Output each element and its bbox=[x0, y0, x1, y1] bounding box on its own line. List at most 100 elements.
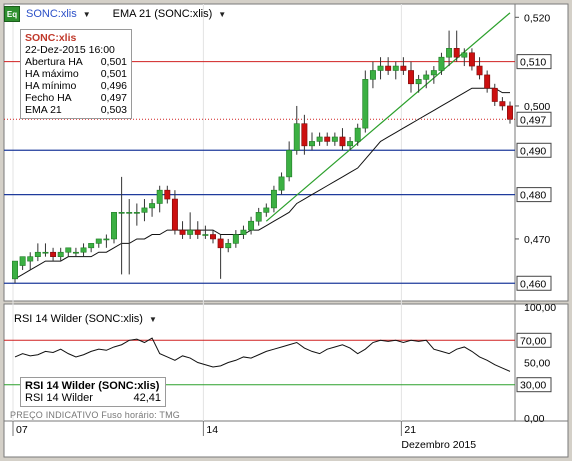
info-row: HA máximo 0,501 bbox=[25, 68, 127, 80]
candle-body bbox=[263, 207, 270, 213]
candle-body bbox=[103, 238, 110, 241]
info-row-label: Fecho HA bbox=[25, 92, 72, 104]
price-series bbox=[4, 12, 515, 284]
candle-body bbox=[369, 70, 376, 80]
candle-body bbox=[316, 136, 323, 142]
candle-body bbox=[354, 127, 361, 142]
time-axis[interactable] bbox=[3, 420, 569, 458]
info-row-value: 0,501 bbox=[100, 56, 127, 68]
candle-body bbox=[149, 203, 156, 209]
candle-body bbox=[423, 74, 430, 80]
candle-body bbox=[507, 105, 513, 120]
ema-dropdown-icon[interactable]: ▼ bbox=[218, 9, 227, 19]
chart-toolbar: Eq SONC:xlis ▼ EMA 21 (SONC:xlis) ▼ bbox=[4, 4, 226, 24]
price-boxed-label: 0,460 bbox=[520, 278, 546, 290]
axis-labels: 0,520 0,500 0,470 0,510 0,497 0,490 0,480 0,460… bbox=[12, 12, 556, 451]
equity-icon[interactable]: Eq bbox=[4, 6, 20, 22]
ema-label[interactable]: EMA 21 (SONC:xlis) bbox=[112, 8, 213, 20]
info-row-value: 0,503 bbox=[100, 104, 127, 116]
info-row-label: HA mínimo bbox=[25, 80, 77, 92]
candle-body bbox=[202, 234, 209, 236]
candle-body bbox=[156, 189, 163, 204]
info-row-value: 0,501 bbox=[100, 68, 127, 80]
rsi-box-label: RSI 14 Wilder bbox=[25, 392, 93, 404]
rsi-tick-label: 50,00 bbox=[524, 358, 550, 370]
candle-body bbox=[240, 229, 247, 235]
symbol-dropdown-icon[interactable]: ▼ bbox=[82, 9, 91, 19]
candle-body bbox=[187, 229, 194, 235]
price-boxed-marker bbox=[516, 275, 552, 291]
candle-body bbox=[446, 48, 453, 58]
candle-body bbox=[141, 207, 148, 213]
candle-body bbox=[88, 243, 95, 249]
candle-body bbox=[95, 238, 102, 244]
candle-body bbox=[400, 65, 407, 71]
candle-body bbox=[278, 176, 285, 191]
rsi-tick-label: 0,00 bbox=[524, 413, 545, 425]
candle-body bbox=[57, 251, 64, 257]
rsi-info-box: RSI 14 Wilder (SONC:xlis) RSI 14 Wilder … bbox=[20, 377, 166, 407]
rsi-dropdown-icon[interactable]: ▼ bbox=[148, 314, 157, 324]
candle-body bbox=[484, 74, 491, 89]
rsi-boxed-label: 70,00 bbox=[520, 335, 546, 347]
candle-body bbox=[339, 136, 346, 147]
time-tick-label: 14 bbox=[206, 424, 218, 436]
info-row-label: EMA 21 bbox=[25, 104, 62, 116]
candle-body bbox=[309, 141, 315, 147]
candle-body bbox=[430, 70, 437, 76]
rsi-box-title: RSI 14 Wilder (SONC:xlis) bbox=[25, 380, 160, 392]
candle-body bbox=[194, 229, 201, 235]
rsi-axis[interactable] bbox=[514, 303, 569, 422]
candle-body bbox=[255, 212, 262, 222]
candle-body bbox=[331, 136, 338, 142]
time-tick-label: 21 bbox=[404, 424, 416, 436]
candle-body bbox=[293, 123, 300, 151]
price-boxed-marker bbox=[516, 111, 552, 127]
vertical-gridlines bbox=[12, 4, 402, 421]
candle-body bbox=[50, 251, 57, 257]
candle-body bbox=[80, 247, 87, 253]
info-date: 22-Dez-2015 16:00 bbox=[25, 44, 115, 56]
price-tick-label: 0,470 bbox=[524, 234, 550, 246]
rsi-tick-label: 100,00 bbox=[524, 302, 556, 314]
candle-body bbox=[42, 251, 49, 254]
info-title: SONC:xlis bbox=[25, 32, 77, 44]
rsi-legend: RSI 14 Wilder (SONC:xlis) ▼ bbox=[14, 313, 157, 325]
price-boxed-label: 0,497 bbox=[520, 114, 546, 126]
candle-body bbox=[438, 56, 445, 71]
symbol-label[interactable]: SONC:xlis bbox=[26, 8, 77, 20]
candle-body bbox=[34, 251, 41, 257]
candle-body bbox=[164, 189, 171, 200]
info-row: Abertura HA 0,501 bbox=[25, 56, 127, 68]
price-tick-label: 0,520 bbox=[524, 12, 550, 24]
candle-body bbox=[270, 189, 277, 209]
footer-note: PREÇO INDICATIVO Fuso horário: TMG bbox=[10, 410, 180, 420]
candle-body bbox=[415, 79, 422, 85]
info-row-label: HA máximo bbox=[25, 68, 79, 80]
price-tick-label: 0,500 bbox=[524, 101, 550, 113]
rsi-boxed-marker bbox=[516, 377, 552, 393]
candle-body bbox=[225, 243, 232, 249]
candle-body bbox=[19, 256, 26, 266]
candle-body bbox=[111, 212, 117, 240]
rsi-legend-label[interactable]: RSI 14 Wilder (SONC:xlis) bbox=[14, 313, 143, 325]
candle-body bbox=[476, 65, 483, 76]
rsi-boxed-marker bbox=[516, 332, 552, 348]
price-boxed-marker bbox=[516, 142, 552, 158]
rsi-boxed-label: 30,00 bbox=[520, 380, 546, 392]
candle-body bbox=[491, 87, 498, 102]
candle-body bbox=[232, 234, 239, 244]
price-boxed-marker bbox=[516, 187, 552, 203]
candle-body bbox=[126, 212, 133, 214]
candle-body bbox=[408, 70, 414, 85]
info-row: HA mínimo 0,496 bbox=[25, 80, 127, 92]
info-row: EMA 21 0,503 bbox=[25, 104, 127, 116]
trend-line bbox=[265, 12, 511, 222]
price-boxed-label: 0,480 bbox=[520, 190, 546, 202]
rsi-box-value: 42,41 bbox=[133, 392, 161, 404]
candle-body bbox=[468, 52, 475, 67]
candle-body bbox=[118, 212, 125, 214]
candle-body bbox=[347, 141, 354, 147]
candle-body bbox=[133, 212, 140, 214]
